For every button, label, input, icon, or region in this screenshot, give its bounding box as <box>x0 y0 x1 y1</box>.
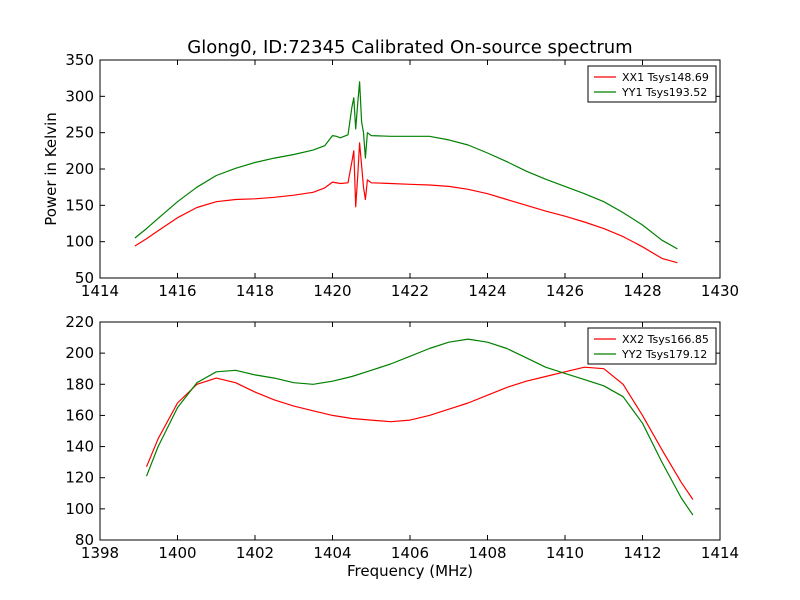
y-tick-label: 200 <box>65 160 94 178</box>
top-spectrum-panel: 1414 1416 1418 1420 1422 1424 1426 1428 1430 50 10… <box>42 51 739 300</box>
legend-box <box>587 327 717 365</box>
x-tick-label: 1412 <box>623 544 661 562</box>
x-tick-label: 1416 <box>158 282 196 300</box>
y-tick-label: 180 <box>65 375 94 393</box>
y-tick-label: 140 <box>65 438 94 456</box>
x-tick-label: 1414 <box>81 282 119 300</box>
legend-entry: XX2 Tsys166.85 <box>622 333 709 346</box>
legend: XX1 Tsys148.69 YY1 Tsys193.52 <box>587 65 717 103</box>
legend-entry: XX1 Tsys148.69 <box>622 71 709 84</box>
series-line-xx1 <box>134 142 678 264</box>
x-tick-label: 1430 <box>701 282 739 300</box>
x-tick-label: 1420 <box>313 282 351 300</box>
legend-box <box>587 65 717 103</box>
y-tick-label: 160 <box>65 406 94 424</box>
legend-entry: YY2 Tsys179.12 <box>621 348 707 361</box>
x-tick-label: 1428 <box>623 282 661 300</box>
x-tick-label: 1410 <box>546 544 584 562</box>
y-axis-label: Power in Kelvin <box>42 112 60 226</box>
x-tick-label: 1414 <box>701 544 739 562</box>
series-line-yy1 <box>134 81 678 250</box>
x-tick-label: 1400 <box>158 544 196 562</box>
x-tick-label: 1418 <box>236 282 274 300</box>
y-tick-label: 220 <box>65 313 94 331</box>
y-tick-label: 200 <box>65 344 94 362</box>
x-tick-label: 1426 <box>546 282 584 300</box>
y-tick-label: 100 <box>65 233 94 251</box>
x-tick-label: 1402 <box>236 544 274 562</box>
y-tick-label: 80 <box>75 531 94 549</box>
y-tick-label: 300 <box>65 87 94 105</box>
x-tick-label: 1408 <box>468 544 506 562</box>
y-tick-label: 50 <box>75 269 94 287</box>
x-tick-label: 1404 <box>313 544 351 562</box>
x-tick-label: 1406 <box>391 544 429 562</box>
legend-entry: YY1 Tsys193.52 <box>621 86 707 99</box>
series-line-xx2 <box>145 366 694 500</box>
y-tick-label: 120 <box>65 469 94 487</box>
x-tick-label: 1422 <box>391 282 429 300</box>
legend: XX2 Tsys166.85 YY2 Tsys179.12 <box>587 327 717 365</box>
series-line-yy2 <box>145 338 694 516</box>
y-tick-label: 100 <box>65 500 94 518</box>
x-tick-label: 1398 <box>81 544 119 562</box>
figure-title: Glong0, ID:72345 Calibrated On-source sp… <box>187 37 632 58</box>
bottom-spectrum-panel: 1398 1400 1402 1404 1406 1408 1410 1412 1414 80 10… <box>65 313 739 580</box>
x-axis-label: Frequency (MHz) <box>347 562 473 580</box>
x-tick-label: 1424 <box>468 282 506 300</box>
y-tick-label: 350 <box>65 51 94 69</box>
y-tick-label: 250 <box>65 124 94 142</box>
y-tick-label: 150 <box>65 196 94 214</box>
